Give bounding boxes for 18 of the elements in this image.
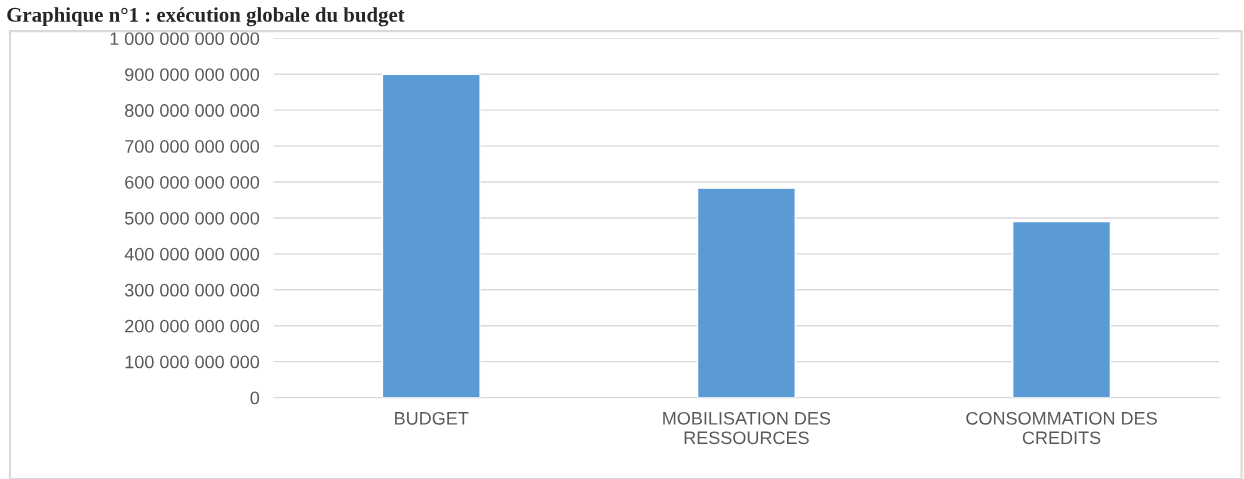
y-tick-label: 1 000 000 000 000	[110, 32, 260, 46]
y-tick-label: 0	[250, 391, 260, 405]
x-tick-label: MOBILISATION DES RESSOURCES	[663, 411, 831, 445]
y-tick-label: 100 000 000 000	[125, 355, 260, 369]
x-tick-label: CONSOMMATION DES CREDITS	[966, 411, 1157, 445]
bar	[381, 73, 481, 398]
y-tick-label: 600 000 000 000	[125, 175, 260, 189]
y-tick-label: 300 000 000 000	[124, 283, 260, 297]
chart-title: Graphique n°1 : exécution globale du budget	[7, 7, 405, 27]
y-tick-label: 400 000 000 000	[124, 247, 260, 261]
y-tick-label: 200 000 000 000	[125, 319, 260, 333]
y-tick-label: 800 000 000 000	[125, 104, 260, 117]
bar	[1012, 220, 1112, 398]
x-tick-label: BUDGET	[395, 411, 469, 425]
y-tick-label: 500 000 000 000	[124, 211, 260, 225]
y-tick-label: 900 000 000 000	[125, 68, 260, 81]
bar	[696, 187, 796, 398]
y-tick-label: 700 000 000 000	[125, 140, 260, 153]
